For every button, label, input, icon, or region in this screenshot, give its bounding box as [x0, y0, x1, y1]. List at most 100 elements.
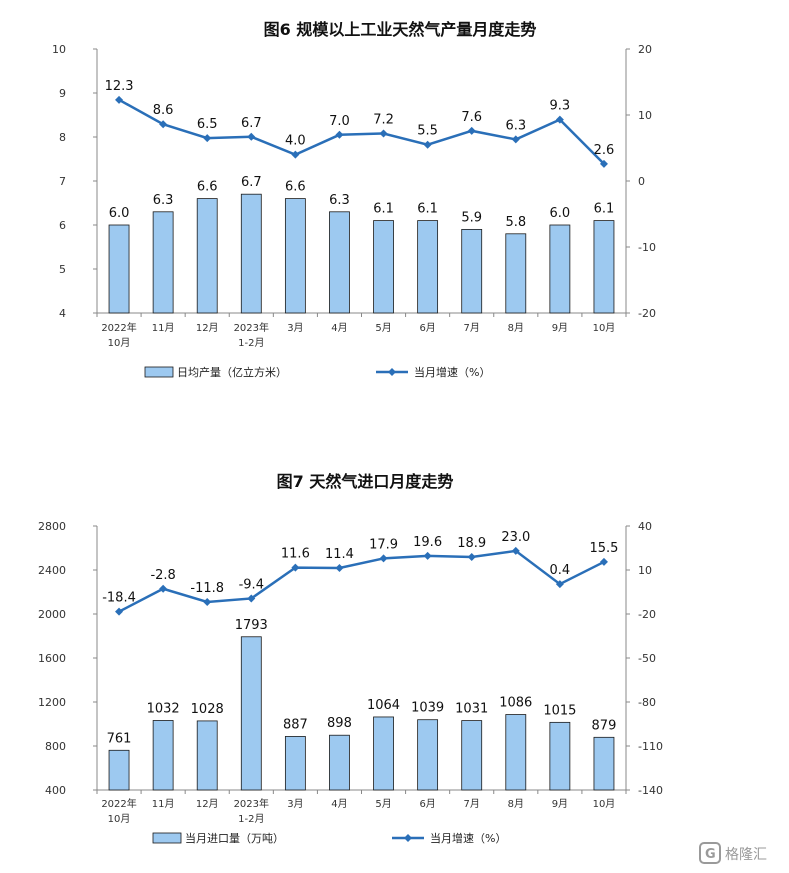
x-tick-label: 6月: [419, 322, 435, 334]
bar-data-label: 879: [592, 718, 617, 733]
legend-bar-label: 日均产量（亿立方米）: [177, 365, 287, 379]
bar: [373, 716, 394, 791]
bar: [284, 198, 306, 314]
legend-line-label: 当月增速（%）: [430, 831, 506, 845]
bar-data-label: 6.0: [550, 206, 571, 221]
x-tick-label: 10月: [593, 322, 616, 334]
bar-data-label: 6.3: [153, 193, 174, 208]
watermark-logo-icon: G: [705, 847, 716, 862]
bar-data-label: 887: [283, 717, 308, 732]
line-data-label: 11.4: [325, 547, 354, 562]
right-tick-label: 10: [638, 564, 652, 577]
x-tick-label: 2022年: [101, 321, 136, 334]
line-data-label: 0.4: [550, 563, 571, 578]
line-point: [555, 115, 564, 124]
bar-data-label: 6.7: [241, 175, 262, 190]
line-data-label: 2.6: [594, 143, 615, 158]
line-point: [379, 554, 388, 563]
x-tick-label: 12月: [196, 798, 219, 810]
bar: [461, 720, 483, 791]
bar-data-label: 5.9: [461, 210, 482, 225]
bar: [240, 193, 262, 314]
bar: [152, 211, 174, 314]
line-point: [467, 126, 476, 135]
right-tick-label: 0: [638, 175, 645, 188]
line-point: [599, 159, 608, 168]
right-tick-label: 40: [638, 520, 652, 533]
line-point: [423, 551, 432, 560]
line-data-label: 7.0: [329, 114, 350, 129]
bar-data-label: 1032: [147, 701, 180, 716]
x-tick-label: 4月: [331, 322, 347, 334]
bar: [417, 220, 439, 314]
line-data-label: 4.0: [285, 134, 306, 149]
bar-data-label: 898: [327, 716, 352, 731]
line-point: [511, 135, 520, 144]
chart-natural-gas-production: 图6 规模以上工业天然气产量月度走势 4 5 6 7 8 9 10 -20 -10 0 10 20 202…: [52, 20, 656, 379]
line-point: [379, 129, 388, 138]
right-tick-label: -80: [638, 696, 656, 709]
left-tick-label: 1600: [38, 652, 66, 665]
legend-line-marker: [388, 368, 396, 376]
left-tick-label: 1200: [38, 696, 66, 709]
x-tick-label: 9月: [552, 322, 568, 334]
line-point: [291, 150, 300, 159]
x-tick-label: 7月: [464, 322, 480, 334]
line-point: [203, 597, 212, 606]
x-tick-label: 10月: [108, 813, 131, 825]
x-tick-label: 1-2月: [238, 813, 264, 825]
x-tick-label: 2023年: [234, 797, 269, 810]
line-point: [511, 546, 520, 555]
bar-data-label: 1015: [543, 703, 576, 718]
bar-data-label: 6.1: [594, 202, 615, 217]
line-data-label: 17.9: [369, 537, 398, 552]
line-data-label: -11.8: [190, 581, 224, 596]
line-data-label: 7.2: [373, 112, 394, 127]
legend-bar-label: 当月进口量（万吨）: [185, 831, 284, 845]
x-tick-label: 6月: [419, 798, 435, 810]
line-data-label: 5.5: [417, 124, 438, 139]
bar-data-label: 1793: [235, 618, 268, 633]
left-tick-label: 8: [59, 131, 66, 144]
chart-title: 图7 天然气进口月度走势: [277, 472, 454, 491]
bar: [593, 220, 615, 314]
line-data-label: -2.8: [150, 568, 175, 583]
line-point: [335, 130, 344, 139]
bar: [329, 734, 350, 791]
x-tick-label: 9月: [552, 798, 568, 810]
bar-data-label: 1039: [411, 701, 444, 716]
right-tick-label: -20: [638, 608, 656, 621]
left-tick-label: 6: [59, 219, 66, 232]
left-tick-label: 9: [59, 87, 66, 100]
line-point: [247, 132, 256, 141]
line-point: [291, 563, 300, 572]
legend-bar-swatch: [152, 832, 182, 844]
watermark-text: 格隆汇: [725, 847, 767, 863]
x-tick-label: 10月: [593, 798, 616, 810]
bar-data-label: 1028: [191, 702, 224, 717]
line-point: [599, 557, 608, 566]
bar: [108, 224, 130, 314]
bar: [373, 220, 394, 314]
x-tick-label: 3月: [287, 322, 303, 334]
bar-data-label: 1064: [367, 698, 400, 713]
line-data-label: 11.6: [281, 547, 310, 562]
bar: [108, 749, 130, 791]
line-data-label: -18.4: [102, 591, 136, 606]
watermark: G 格隆汇: [699, 842, 767, 864]
x-tick-label: 11月: [152, 322, 175, 334]
line-data-label: 12.3: [105, 79, 134, 94]
bar: [152, 720, 174, 791]
x-tick-label: 5月: [375, 798, 391, 810]
bar-data-label: 6.6: [197, 180, 218, 195]
bar: [593, 736, 615, 791]
bar: [329, 211, 350, 314]
legend-line-marker: [404, 834, 412, 842]
bar-data-label: 6.6: [285, 180, 306, 195]
bar: [196, 198, 218, 314]
line-data-label: 7.6: [461, 110, 482, 125]
line-point: [159, 584, 168, 593]
bar: [417, 719, 439, 791]
growth-line: [118, 549, 605, 613]
